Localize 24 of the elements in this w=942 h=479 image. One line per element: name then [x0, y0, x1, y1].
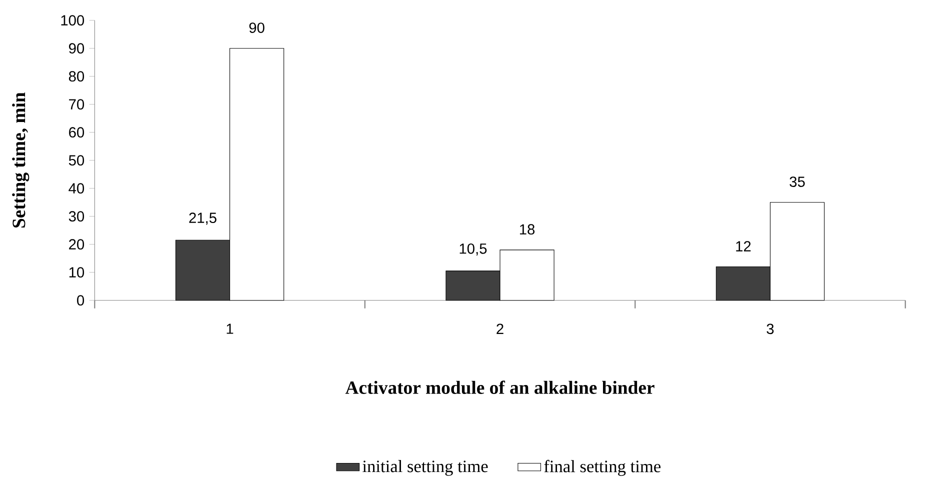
- data-label: 12: [736, 240, 751, 252]
- legend-label: initial setting time: [362, 460, 488, 476]
- y-tick-label: 80: [68, 70, 84, 82]
- y-tick-label: 40: [68, 182, 84, 194]
- data-label: 90: [249, 22, 264, 33]
- data-label: 21,5: [189, 212, 216, 225]
- data-label: 35: [790, 176, 805, 187]
- y-tick-label: 60: [69, 126, 84, 138]
- x-axis-title: Activator module of an alkaline binder: [345, 380, 654, 394]
- y-tick-label: 50: [68, 154, 84, 166]
- x-tick-label: 3: [766, 323, 774, 334]
- y-axis-title: Setting time, min: [12, 92, 30, 228]
- y-tick-label: 90: [69, 42, 84, 54]
- data-label: 10,5: [460, 243, 487, 256]
- y-tick-label: 70: [69, 98, 84, 110]
- y-tick-label: 10: [69, 266, 84, 278]
- y-tick-label: 30: [68, 210, 84, 222]
- y-tick-label: 100: [61, 14, 84, 26]
- data-label: 18: [520, 224, 535, 234]
- y-tick-label: 20: [69, 238, 84, 250]
- x-tick-label: 1: [226, 323, 234, 334]
- y-tick-label: 0: [77, 294, 84, 306]
- x-tick-label: 2: [496, 323, 504, 334]
- legend-label: final setting time: [544, 460, 661, 476]
